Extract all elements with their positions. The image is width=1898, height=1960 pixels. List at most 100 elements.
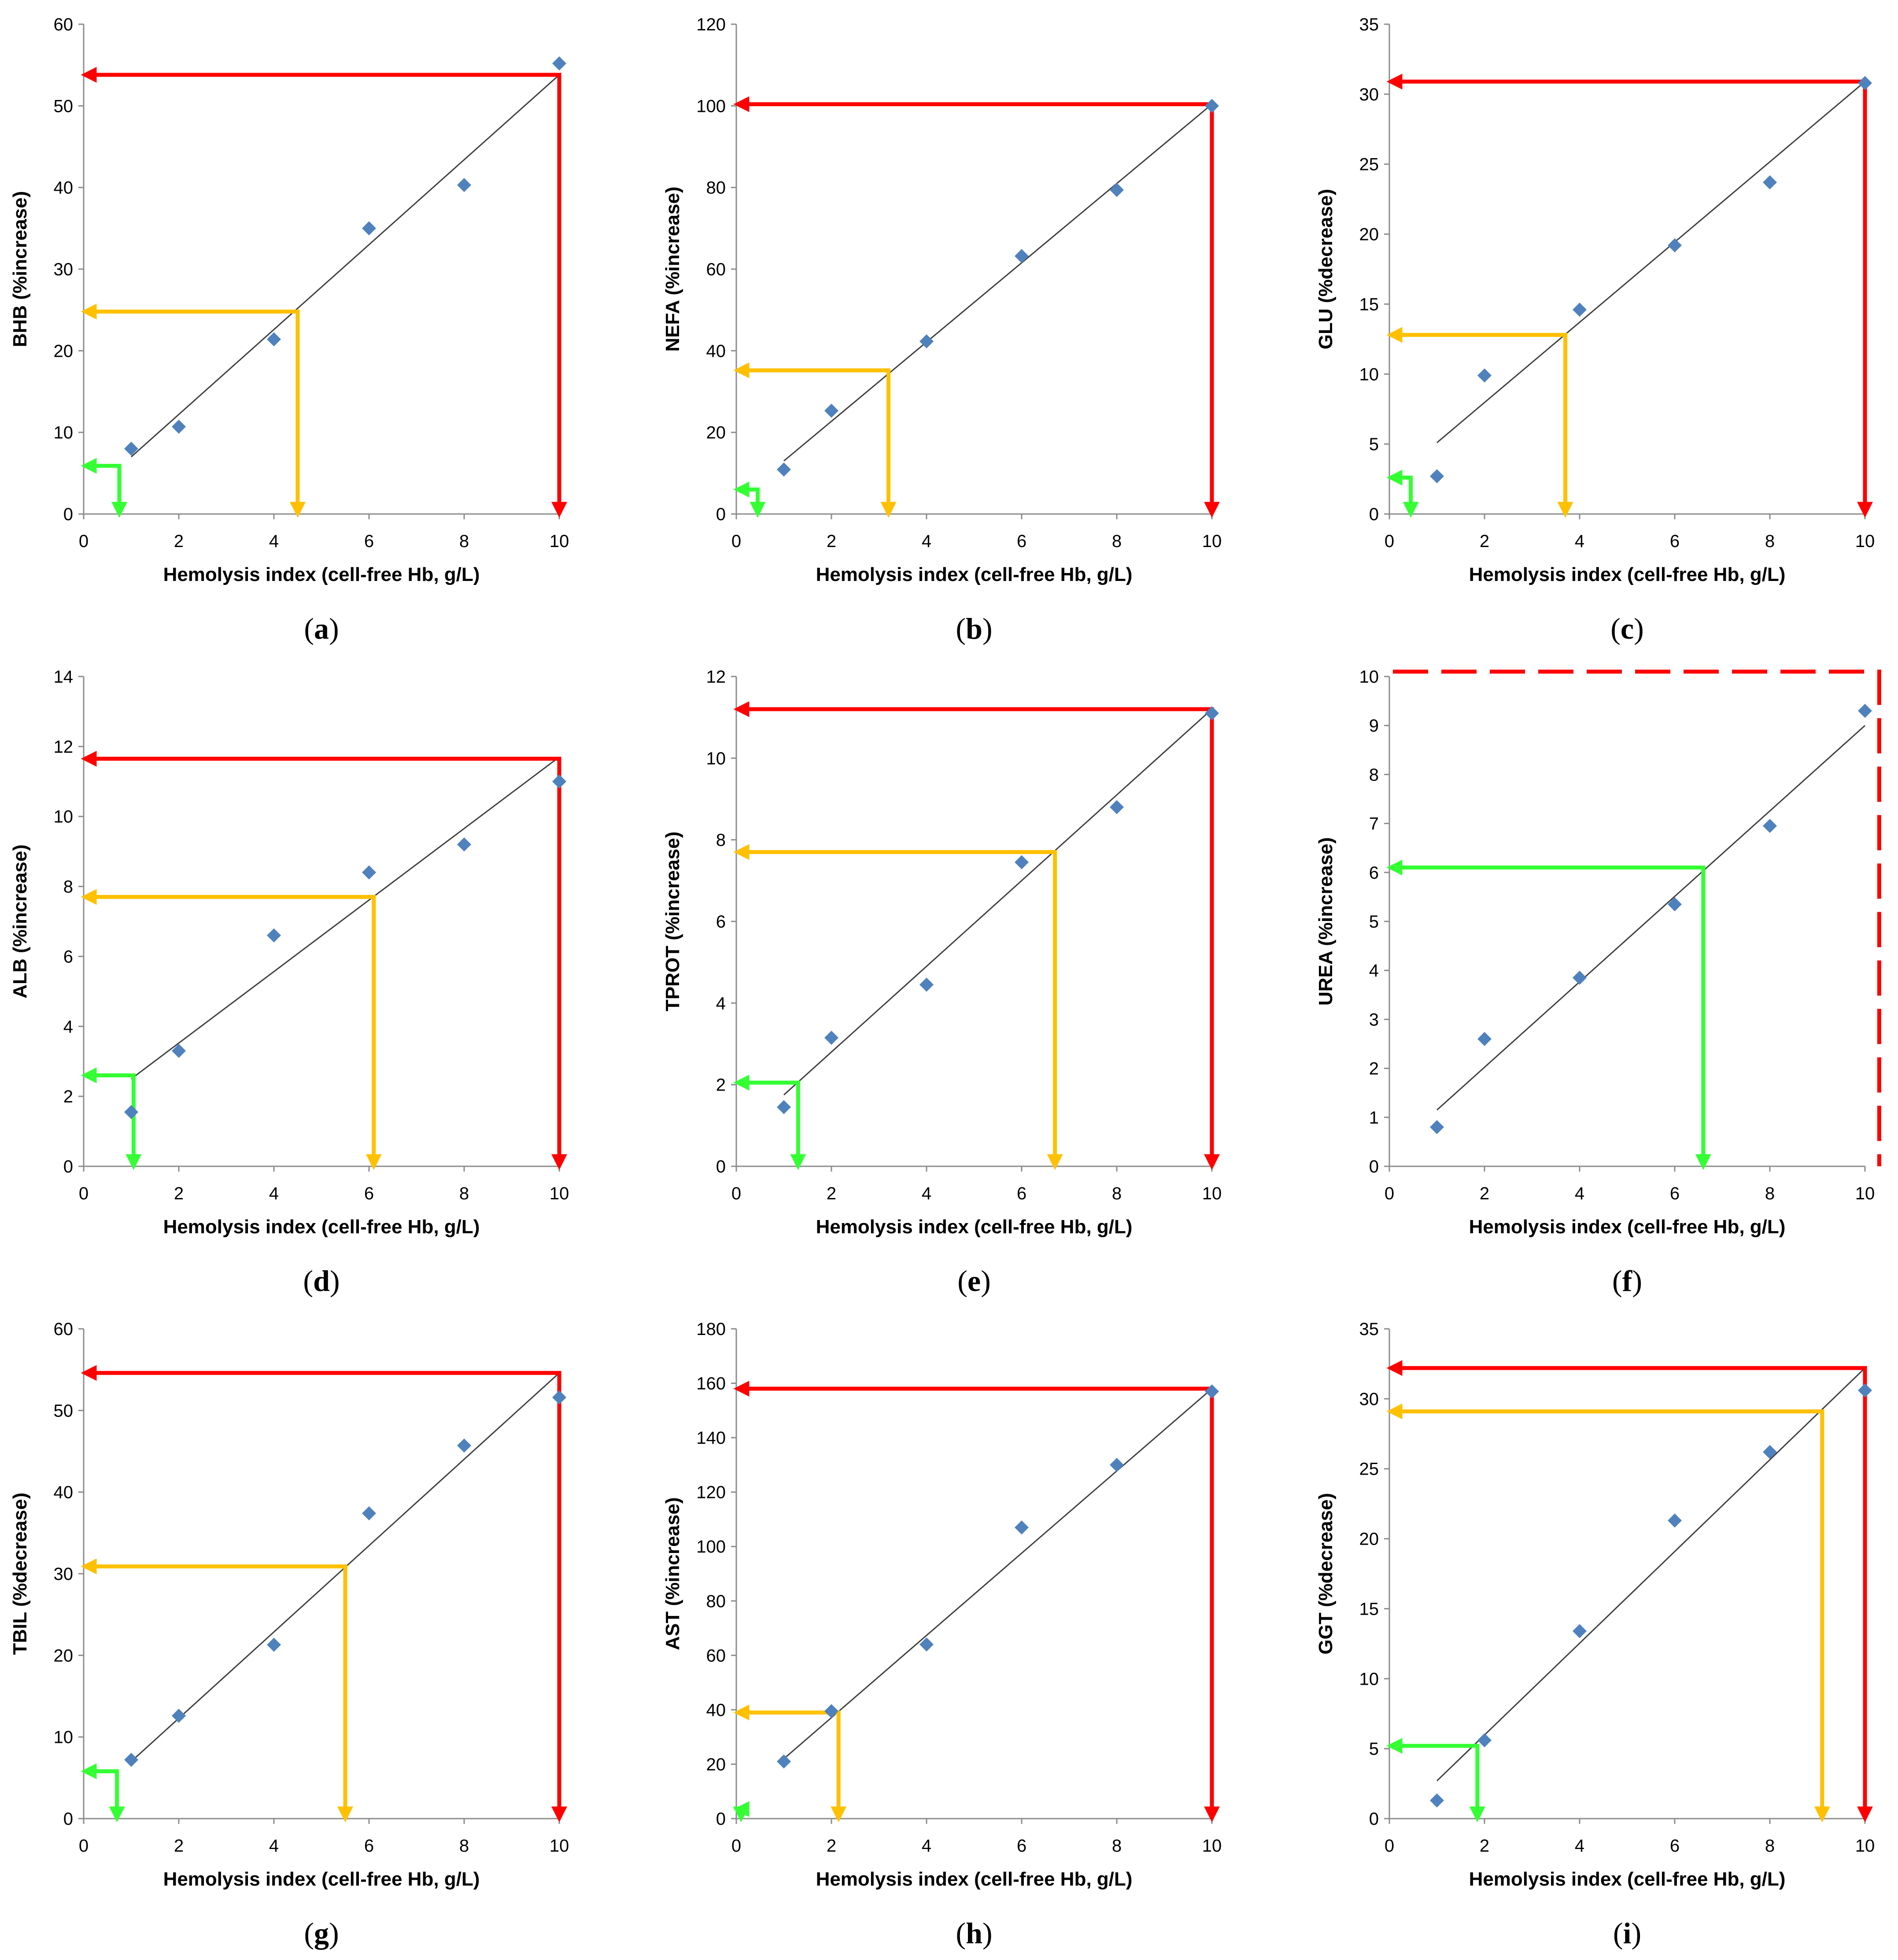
y-tick-label: 0 — [63, 1809, 73, 1829]
y-tick-label: 35 — [1359, 15, 1379, 34]
y-tick-label: 10 — [706, 749, 726, 768]
data-point — [1110, 1457, 1124, 1472]
y-tick-label: 8 — [1369, 765, 1379, 784]
data-point — [1015, 1520, 1029, 1535]
x-tick-label: 10 — [1855, 1836, 1875, 1856]
x-axis-title: Hemolysis index (cell-free Hb, g/L) — [816, 1868, 1133, 1890]
y-tick-label: 4 — [1369, 961, 1379, 980]
y-tick-label: 7 — [1369, 814, 1379, 834]
x-tick-label: 6 — [1017, 1184, 1027, 1203]
panel-label: (a) — [304, 612, 339, 645]
data-point — [1668, 238, 1682, 252]
x-tick-label: 2 — [174, 532, 184, 551]
y-tick-label: 30 — [54, 260, 74, 279]
chart-panel-b: 0 20 40 60 80 100 120 0 2 4 6 8 10 Hemolysis index (c… — [662, 15, 1222, 645]
data-point — [267, 928, 281, 943]
data-point — [362, 865, 376, 880]
data-point — [1015, 855, 1029, 869]
x-tick-label: 6 — [1017, 1836, 1027, 1856]
data-point — [124, 1753, 138, 1767]
trend-line — [783, 709, 1213, 1095]
x-tick-label: 0 — [731, 532, 741, 551]
guide-arrow-orange — [733, 362, 897, 518]
data-point — [919, 334, 934, 349]
x-axis-title: Hemolysis index (cell-free Hb, g/L) — [816, 564, 1133, 585]
y-tick-label: 6 — [716, 912, 726, 932]
data-point — [1763, 819, 1777, 833]
y-tick-label: 10 — [54, 807, 74, 827]
guide-arrow-orange — [1386, 1403, 1830, 1823]
x-axis-title: Hemolysis index (cell-free Hb, g/L) — [1469, 564, 1786, 585]
guide-arrow-red — [733, 701, 1220, 1170]
y-tick-label: 40 — [706, 1701, 726, 1720]
data-point — [552, 774, 566, 789]
x-tick-label: 4 — [269, 1836, 279, 1856]
panel-label: (e) — [957, 1264, 991, 1298]
y-tick-label: 20 — [1359, 225, 1379, 244]
chart-panel-i: 0 5 10 15 20 25 30 35 0 2 4 6 8 10 Hemolysis index (ce… — [1315, 1320, 1875, 1950]
y-tick-label: 2 — [716, 1076, 726, 1095]
y-tick-label: 4 — [716, 994, 726, 1013]
data-point — [1573, 970, 1587, 985]
data-point — [267, 332, 281, 347]
data-point — [1110, 800, 1124, 814]
chart-panel-a: 0 10 20 30 40 50 60 0 2 4 6 8 10 Hemolysis index (cel… — [9, 15, 569, 645]
y-tick-label: 12 — [54, 737, 74, 757]
guide-arrow-orange — [81, 1558, 353, 1823]
y-tick-label: 0 — [63, 1157, 73, 1176]
x-axis-title: Hemolysis index (cell-free Hb, g/L) — [816, 1216, 1133, 1238]
x-tick-label: 10 — [1202, 1184, 1222, 1203]
y-tick-label: 0 — [63, 505, 73, 524]
x-axis-title: Hemolysis index (cell-free Hb, g/L) — [1469, 1868, 1786, 1890]
y-tick-label: 30 — [1359, 85, 1379, 104]
x-tick-label: 4 — [1575, 532, 1584, 551]
guide-arrow-red — [81, 751, 567, 1170]
trend-line — [783, 1388, 1212, 1760]
data-point — [1477, 368, 1492, 383]
data-point — [777, 1100, 791, 1114]
y-tick-label: 20 — [54, 341, 74, 361]
y-tick-label: 100 — [696, 1537, 726, 1557]
y-tick-label: 40 — [54, 1483, 74, 1502]
y-tick-label: 8 — [716, 831, 726, 850]
trend-line — [131, 756, 560, 1080]
y-axis-title: UREA (%increase) — [1315, 837, 1337, 1006]
y-tick-label: 20 — [706, 423, 726, 443]
data-point — [172, 419, 186, 434]
y-tick-label: 5 — [1369, 435, 1379, 454]
panel-label: (i) — [1613, 1916, 1641, 1950]
x-tick-label: 10 — [1202, 1836, 1222, 1856]
y-tick-label: 0 — [716, 505, 726, 524]
x-tick-label: 8 — [459, 1184, 469, 1203]
y-axis-title: GLU (%decrease) — [1315, 189, 1337, 349]
y-tick-label: 0 — [716, 1809, 726, 1829]
guide-arrow-green — [733, 481, 766, 518]
y-tick-label: 0 — [1369, 1157, 1379, 1176]
y-tick-label: 0 — [1369, 505, 1379, 524]
y-axis-title: TBIL (%decrease) — [9, 1493, 31, 1655]
data-point — [824, 1704, 838, 1718]
chart-panel-f: 0 1 2 3 4 5 6 7 8 9 10 0 2 4 6 8 10 Hemolysis index (cell… — [1315, 667, 1881, 1298]
panel-label: (c) — [1610, 612, 1644, 645]
guide-arrow-red — [1386, 1360, 1873, 1823]
x-tick-label: 8 — [1112, 532, 1122, 551]
data-point — [1430, 1793, 1444, 1808]
guide-arrow-red — [1386, 74, 1873, 518]
x-tick-label: 8 — [1765, 1836, 1775, 1856]
y-tick-label: 6 — [63, 947, 73, 966]
x-tick-label: 0 — [79, 1184, 89, 1203]
trend-line — [1436, 81, 1865, 444]
panel-label: (h) — [956, 1916, 992, 1950]
data-point — [1668, 897, 1682, 912]
data-point — [1205, 706, 1219, 721]
y-tick-label: 10 — [1359, 1669, 1379, 1689]
x-tick-label: 4 — [922, 532, 931, 551]
data-point — [552, 1390, 566, 1405]
x-tick-label: 6 — [1670, 532, 1680, 551]
y-axis-title: BHB (%increase) — [9, 191, 31, 348]
y-tick-label: 180 — [696, 1320, 726, 1339]
guide-arrow-orange — [733, 844, 1063, 1170]
data-point — [777, 1754, 791, 1769]
x-tick-label: 10 — [550, 532, 569, 551]
